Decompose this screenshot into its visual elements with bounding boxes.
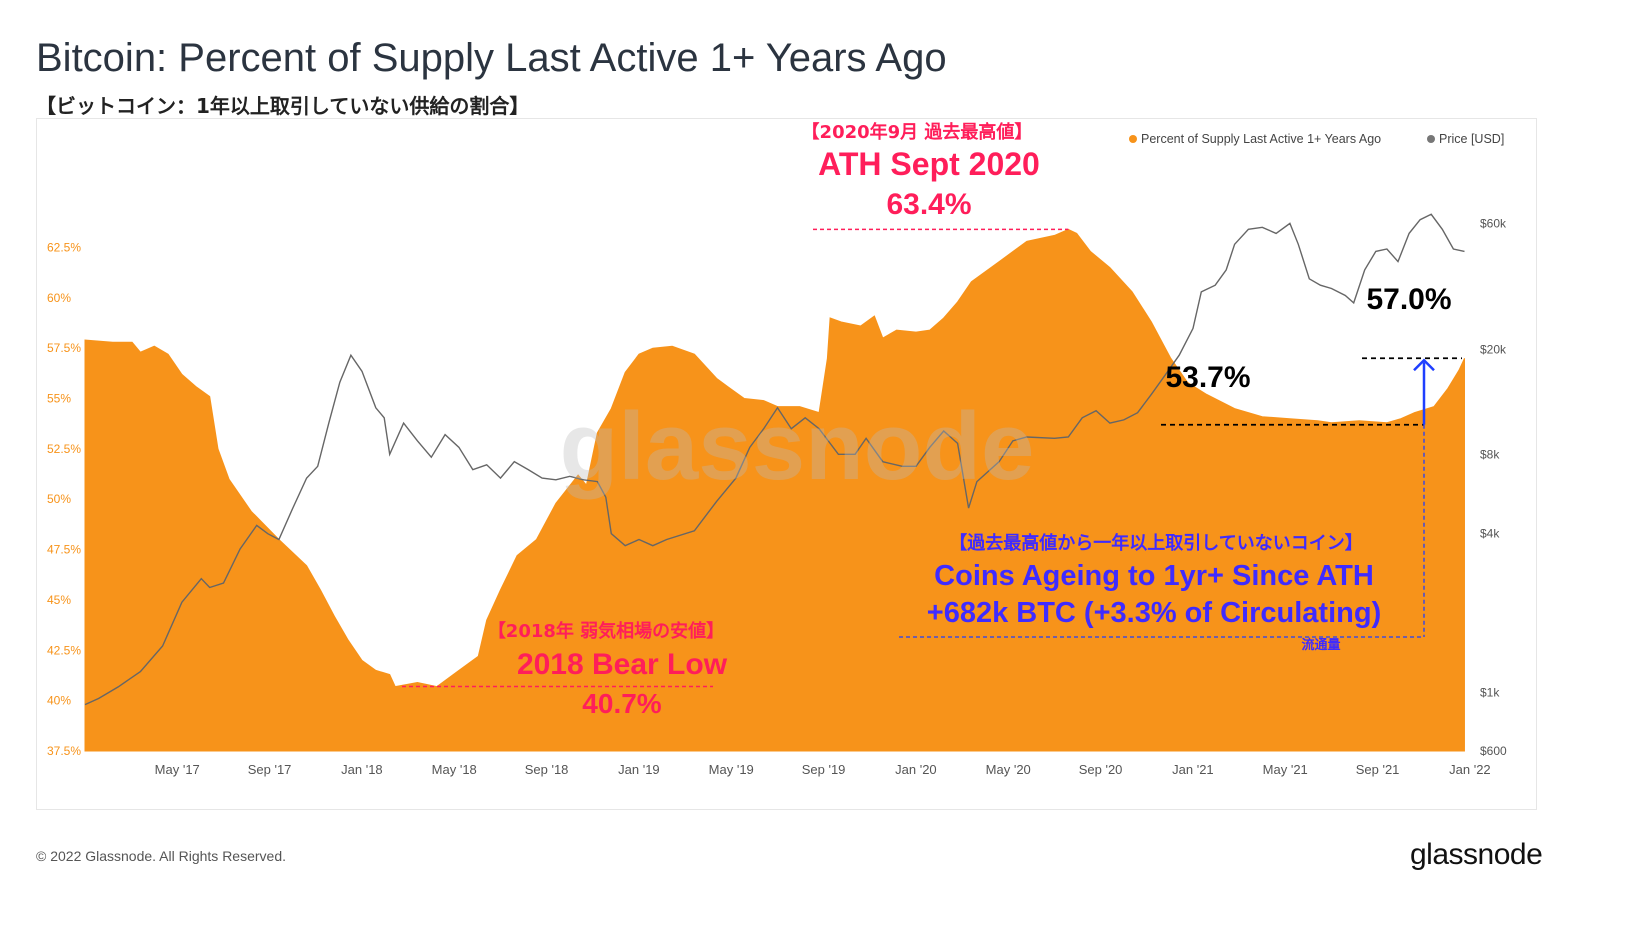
supply-area: [84, 228, 1465, 752]
legend-supply-label: Percent of Supply Last Active 1+ Years A…: [1141, 132, 1381, 146]
y-right-tick-label: $4k: [1480, 527, 1500, 541]
copyright: © 2022 Glassnode. All Rights Reserved.: [36, 848, 287, 864]
ageing-label-jp: 【過去最高値から一年以上取引していないコイン】: [949, 532, 1362, 554]
y-right-tick-label: $600: [1480, 744, 1507, 758]
ath-label: ATH Sept 2020: [818, 146, 1040, 182]
y-left-tick-label: 37.5%: [47, 744, 81, 758]
legend-price-label: Price [USD]: [1439, 132, 1504, 146]
current-value: 57.0%: [1366, 283, 1451, 316]
ageing-label: Coins Ageing to 1yr+ Since ATH: [934, 560, 1374, 592]
y-left-tick-label: 47.5%: [47, 543, 81, 557]
x-tick-label: May '17: [155, 762, 200, 777]
x-tick-label: Jan '20: [895, 762, 937, 777]
x-tick-label: May '18: [432, 762, 477, 777]
y-left-tick-label: 50%: [47, 492, 71, 506]
x-tick-label: May '19: [709, 762, 754, 777]
y-left-tick-label: 52.5%: [47, 442, 81, 456]
y-left-tick-label: 42.5%: [47, 643, 81, 657]
x-tick-label: Jan '22: [1449, 762, 1491, 777]
x-tick-label: Jan '21: [1172, 762, 1214, 777]
x-tick-label: Sep '20: [1079, 762, 1123, 777]
y-right-tick-label: $8k: [1480, 447, 1500, 461]
bear-value: 40.7%: [582, 688, 661, 719]
legend-supply-marker: [1129, 135, 1137, 143]
glassnode-logo: glassnode: [1410, 838, 1543, 871]
y-left-tick-label: 40%: [47, 694, 71, 708]
price-line: [84, 213, 1465, 706]
chart-frame: glassnode 37.5% 40% 42.5% 45% 47.5% 50% 52.5% 55…: [36, 118, 1537, 810]
y-right-tick-label: $1k: [1480, 685, 1500, 699]
post-ath-low-value: 53.7%: [1165, 361, 1250, 394]
y-right-tick-label: $60k: [1480, 216, 1507, 230]
x-tick-label: Sep '17: [248, 762, 292, 777]
x-tick-label: Sep '19: [802, 762, 846, 777]
legend-price-marker: [1427, 135, 1435, 143]
watermark: glassnode: [560, 393, 1035, 500]
ath-label-jp: 【2020年9月 過去最高値】: [802, 121, 1033, 143]
x-tick-label: Sep '18: [525, 762, 569, 777]
chart-subtitle-jp: 【ビットコイン：1年以上取引していない供給の割合】: [36, 94, 530, 118]
bear-label-jp: 【2018年 弱気相場の安値】: [488, 620, 724, 642]
x-tick-label: May '20: [986, 762, 1031, 777]
ageing-note-jp: 流通量: [1301, 637, 1340, 653]
increase-arrow-head: [1413, 358, 1435, 372]
chart-title: Bitcoin: Percent of Supply Last Active 1…: [36, 36, 947, 80]
x-tick-label: Sep '21: [1356, 762, 1400, 777]
chart-svg: glassnode 37.5% 40% 42.5% 45% 47.5% 50% 52.5% 55…: [47, 121, 1507, 777]
x-tick-label: May '21: [1263, 762, 1308, 777]
x-tick-label: Jan '19: [618, 762, 660, 777]
ageing-value: +682k BTC (+3.3% of Circulating): [927, 597, 1381, 629]
ath-value: 63.4%: [886, 188, 971, 221]
y-left-tick-label: 45%: [47, 593, 71, 607]
bear-label: 2018 Bear Low: [517, 648, 728, 681]
x-tick-label: Jan '18: [341, 762, 383, 777]
y-left-tick-label: 57.5%: [47, 341, 81, 355]
y-left-tick-label: 60%: [47, 291, 71, 305]
y-left-tick-label: 62.5%: [47, 240, 81, 254]
y-left-tick-label: 55%: [47, 392, 71, 406]
y-right-tick-label: $20k: [1480, 342, 1507, 356]
